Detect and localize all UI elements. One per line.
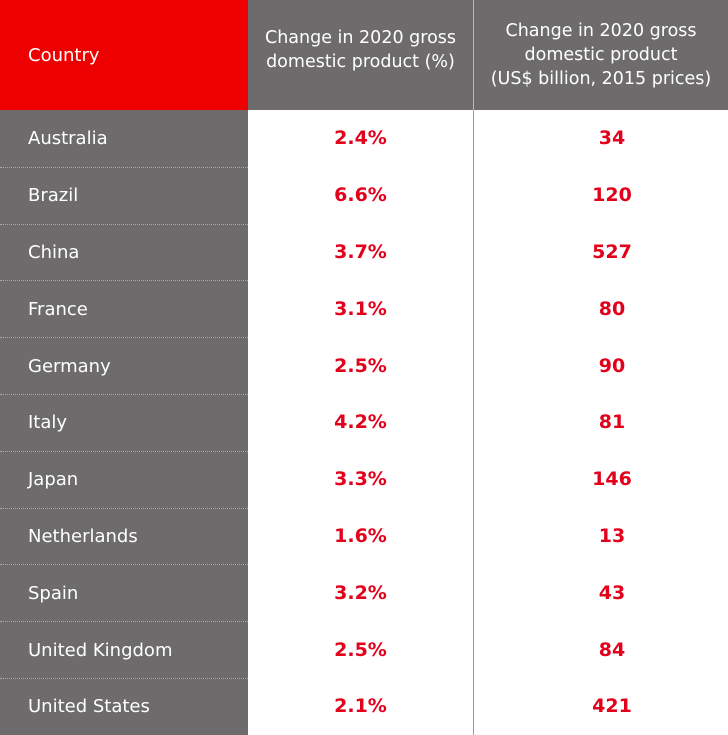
table-row: China 3.7% 527	[0, 223, 728, 281]
usd-cell: 527	[474, 223, 728, 281]
pct-cell: 2.4%	[248, 110, 474, 167]
table-row: Brazil 6.6% 120	[0, 166, 728, 224]
table-body: Australia 2.4% 34 Brazil 6.6% 120 China …	[0, 110, 728, 735]
usd-cell: 90	[474, 337, 728, 394]
usd-cell: 13	[474, 507, 728, 565]
usd-cell: 120	[474, 166, 728, 224]
table-row: United States 2.1% 421	[0, 677, 728, 735]
usd-cell: 421	[474, 677, 728, 735]
usd-cell: 34	[474, 110, 728, 167]
pct-cell: 3.7%	[248, 223, 474, 281]
table-row: Spain 3.2% 43	[0, 564, 728, 622]
table-header: Country Change in 2020 gross domestic pr…	[0, 0, 728, 110]
country-cell: Germany	[0, 337, 248, 394]
usd-cell: 80	[474, 280, 728, 338]
country-cell: United States	[0, 677, 248, 735]
table-row: Netherlands 1.6% 13	[0, 507, 728, 565]
pct-cell: 1.6%	[248, 507, 474, 565]
usd-cell: 81	[474, 393, 728, 451]
country-cell: United Kingdom	[0, 621, 248, 678]
table-row: Germany 2.5% 90	[0, 337, 728, 394]
pct-cell: 3.3%	[248, 450, 474, 508]
country-cell: Japan	[0, 450, 248, 508]
usd-cell: 43	[474, 564, 728, 622]
country-cell: Italy	[0, 393, 248, 451]
pct-cell: 4.2%	[248, 393, 474, 451]
usd-cell: 84	[474, 621, 728, 678]
pct-cell: 3.1%	[248, 280, 474, 338]
pct-cell: 2.5%	[248, 621, 474, 678]
header-usd-change: Change in 2020 gross domestic product (U…	[474, 0, 728, 110]
table-row: France 3.1% 80	[0, 280, 728, 338]
usd-cell: 146	[474, 450, 728, 508]
country-cell: Netherlands	[0, 507, 248, 565]
country-cell: France	[0, 280, 248, 338]
header-pct-change: Change in 2020 gross domestic product (%…	[248, 0, 474, 110]
pct-cell: 3.2%	[248, 564, 474, 622]
header-country: Country	[0, 0, 248, 110]
table-row: Japan 3.3% 146	[0, 450, 728, 508]
country-cell: China	[0, 223, 248, 281]
country-cell: Brazil	[0, 166, 248, 224]
pct-cell: 6.6%	[248, 166, 474, 224]
table-row: Australia 2.4% 34	[0, 110, 728, 167]
table-row: United Kingdom 2.5% 84	[0, 621, 728, 678]
table-row: Italy 4.2% 81	[0, 393, 728, 451]
country-cell: Australia	[0, 110, 248, 167]
pct-cell: 2.5%	[248, 337, 474, 394]
pct-cell: 2.1%	[248, 677, 474, 735]
country-cell: Spain	[0, 564, 248, 622]
